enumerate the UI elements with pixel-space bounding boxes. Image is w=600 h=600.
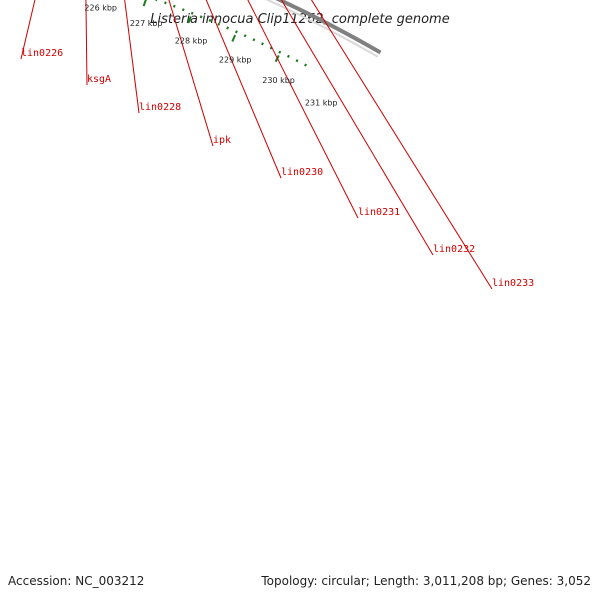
label-leader bbox=[85, 0, 88, 86]
genome-summary-text: Topology: circular; Length: 3,011,208 bp… bbox=[261, 574, 591, 588]
inner-tick-dot bbox=[261, 42, 264, 46]
inner-tick-dot bbox=[304, 63, 307, 67]
label-leader bbox=[280, 0, 434, 256]
label-leader bbox=[247, 0, 359, 219]
gene-label-lin0230: lin0230 bbox=[281, 167, 323, 178]
inner-tick-dot bbox=[172, 4, 176, 8]
inner-tick-dot bbox=[295, 59, 299, 63]
scale-label: 227 kbp bbox=[130, 19, 163, 28]
inner-tick-dot bbox=[208, 18, 212, 22]
inner-tick-dot bbox=[217, 22, 221, 26]
accession-text: Accession: NC_003212 bbox=[8, 574, 145, 588]
scale-label: 231 kbp bbox=[305, 98, 338, 107]
gene-label-ipk: ipk bbox=[213, 135, 231, 146]
gene-labels: lin0226 ksgA lin0228 ipk lin0230 lin0231 lin02… bbox=[21, 48, 534, 289]
scale-label: 228 kbp bbox=[175, 36, 208, 45]
gene-label-lin0232: lin0232 bbox=[433, 244, 475, 255]
gene-label-lin0228: lin0228 bbox=[139, 102, 181, 113]
inner-major-tick bbox=[231, 34, 237, 42]
label-leader bbox=[205, 0, 282, 179]
inner-tick-dot bbox=[164, 1, 167, 5]
inner-tick-dot bbox=[155, 0, 158, 2]
label-leader bbox=[310, 0, 493, 290]
gene-label-lin0226: lin0226 bbox=[21, 48, 63, 59]
label-leader bbox=[168, 0, 214, 147]
inner-major-tick bbox=[142, 0, 147, 7]
map-title: Listeria innocua Clip11262, complete gen… bbox=[150, 12, 449, 27]
inner-tick-dot bbox=[181, 8, 185, 12]
tick-marks bbox=[142, 0, 307, 67]
inner-tick-dot bbox=[286, 54, 290, 58]
inner-major-tick bbox=[187, 16, 192, 24]
label-leader bbox=[124, 0, 140, 114]
scale-label: 226 kbp bbox=[84, 3, 117, 12]
inner-tick-dot bbox=[234, 30, 238, 34]
inner-tick-dot bbox=[278, 50, 282, 54]
gene-label-lin0231: lin0231 bbox=[358, 207, 400, 218]
scale-label: 229 kbp bbox=[219, 55, 252, 64]
inner-tick-dot bbox=[190, 11, 194, 15]
inner-tick-dot bbox=[243, 34, 247, 38]
label-leaders bbox=[20, 0, 493, 290]
inner-tick-dot bbox=[252, 38, 256, 42]
scale-label: 230 kbp bbox=[262, 76, 295, 85]
gene-label-ksgA: ksgA bbox=[87, 74, 111, 85]
label-leader bbox=[20, 0, 36, 60]
inner-tick-dot bbox=[199, 15, 203, 19]
gene-label-lin0233: lin0233 bbox=[492, 278, 534, 289]
inner-tick-dot bbox=[226, 26, 230, 30]
